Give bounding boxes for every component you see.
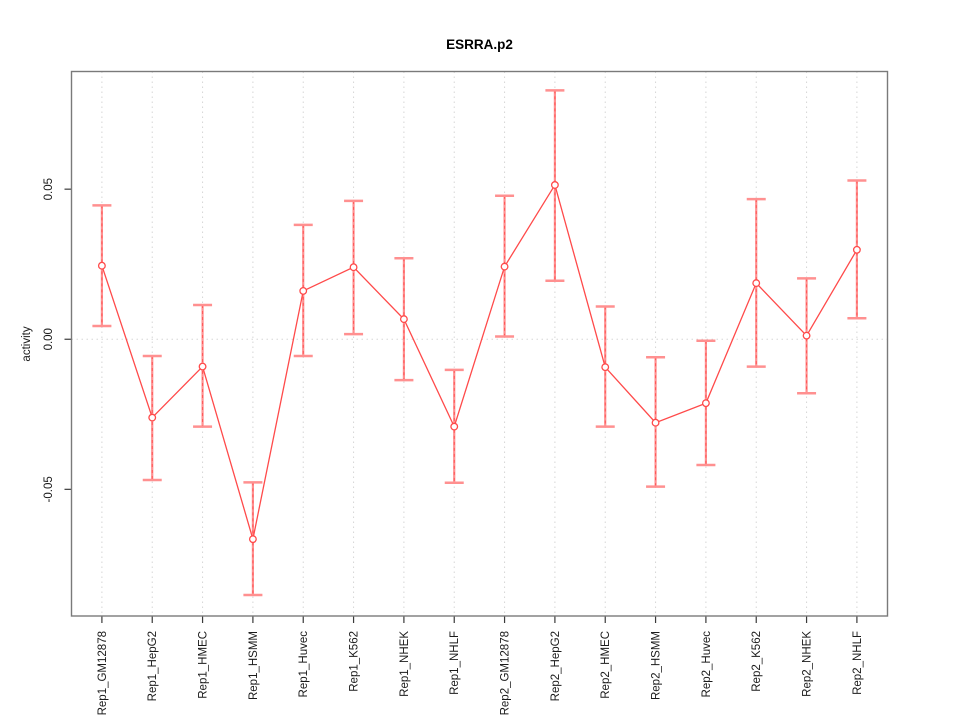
- x-tick-label: Rep1_HepG2: [147, 631, 159, 701]
- x-tick-label: Rep2_K562: [751, 631, 763, 692]
- data-point-marker: [450, 422, 459, 431]
- x-tick-label: Rep2_Huvec: [701, 631, 713, 698]
- y-tick-label: 0.00: [43, 328, 55, 350]
- series-layer: [92, 89, 867, 597]
- x-tick-label: Rep2_NHEK: [802, 631, 814, 697]
- x-tick-label: Rep1_K562: [349, 631, 361, 692]
- data-point-marker: [148, 413, 157, 422]
- x-tick-label: Rep2_HSMM: [651, 631, 663, 700]
- data-point-marker: [852, 245, 861, 254]
- y-tick-label: 0.05: [43, 178, 55, 200]
- x-tick-label: Rep1_HSMM: [248, 631, 260, 700]
- data-point-marker: [651, 418, 660, 427]
- data-point-marker: [299, 286, 308, 295]
- y-axis-label: activity: [21, 326, 33, 361]
- data-point-marker: [802, 331, 811, 340]
- y-tick-label: -0.05: [43, 476, 55, 502]
- x-tick-label: Rep1_Huvec: [298, 631, 310, 698]
- data-point-marker: [701, 399, 710, 408]
- plot-border-box: [70, 70, 889, 617]
- x-tick-label: Rep1_GM12878: [97, 631, 109, 715]
- data-point-marker: [248, 535, 257, 544]
- x-tick-label: Rep2_GM12878: [500, 631, 512, 715]
- x-tick-label: Rep2_NHLF: [852, 631, 864, 695]
- axis-layer: -0.05 0.00 0.05 Rep1_GM12878 Rep1_HepG2 Rep1_…: [43, 178, 864, 715]
- data-point-marker: [198, 362, 207, 371]
- data-point-marker: [550, 181, 559, 189]
- x-tick-label: Rep1_HMEC: [198, 631, 210, 699]
- data-point-marker: [349, 263, 358, 272]
- data-point-marker: [500, 262, 509, 271]
- series-line: [101, 183, 858, 540]
- x-tick-label: Rep2_HMEC: [600, 631, 612, 699]
- data-point-marker: [752, 279, 761, 288]
- chart-title: ESRRA.p2: [446, 37, 513, 52]
- x-tick-label: Rep2_HepG2: [550, 631, 562, 701]
- x-tick-label: Rep1_NHLF: [449, 631, 461, 695]
- data-point-marker: [97, 261, 106, 270]
- data-point-marker: [399, 315, 408, 324]
- data-point-marker: [601, 363, 610, 372]
- x-tick-label: Rep1_NHEK: [399, 631, 411, 697]
